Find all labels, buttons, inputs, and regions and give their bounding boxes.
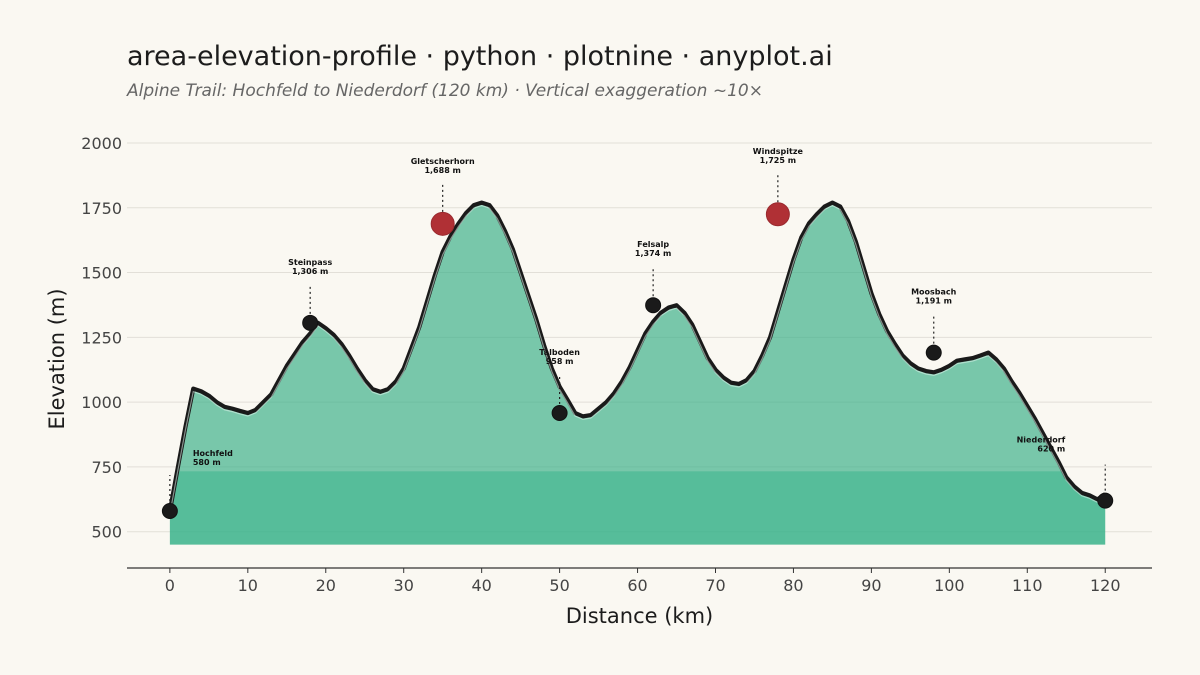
x-tick-label: 20 bbox=[316, 576, 336, 595]
landmark-elevation: 958 m bbox=[546, 357, 574, 366]
x-tick-label: 0 bbox=[165, 576, 175, 595]
x-axis-label: Distance (km) bbox=[566, 604, 714, 628]
y-tick-label: 1500 bbox=[81, 264, 122, 283]
landmark-name: Hochfeld bbox=[193, 449, 233, 458]
landmark-marker bbox=[551, 405, 568, 422]
x-tick-label: 80 bbox=[783, 576, 803, 595]
x-tick-label: 120 bbox=[1090, 576, 1121, 595]
landmark-marker bbox=[161, 502, 178, 519]
x-tick-label: 70 bbox=[705, 576, 725, 595]
y-tick-label: 750 bbox=[91, 458, 122, 477]
landmark-marker bbox=[925, 344, 942, 361]
landmark-elevation: 1,725 m bbox=[760, 156, 796, 165]
landmark-marker bbox=[645, 297, 662, 314]
y-tick-label: 500 bbox=[91, 523, 122, 542]
x-axis-ticks: 0 10 20 30 40 50 60 70 80 90 100 110 120 bbox=[165, 568, 1121, 595]
x-tick-label: 40 bbox=[471, 576, 491, 595]
landmark-elevation: 1,688 m bbox=[424, 166, 460, 175]
x-tick-label: 50 bbox=[549, 576, 569, 595]
x-tick-label: 100 bbox=[934, 576, 965, 595]
landmark-elevation: 1,191 m bbox=[916, 297, 952, 306]
landmark-name: Steinpass bbox=[288, 258, 332, 267]
x-tick-label: 30 bbox=[394, 576, 414, 595]
x-tick-label: 10 bbox=[238, 576, 258, 595]
x-tick-label: 60 bbox=[627, 576, 647, 595]
chart-subtitle: Alpine Trail: Hochfeld to Niederdorf (12… bbox=[127, 81, 763, 101]
elevation-line bbox=[167, 200, 1107, 512]
landmark-name: Windspitze bbox=[753, 147, 804, 156]
y-axis-label: Elevation (m) bbox=[45, 288, 69, 429]
landmark-elevation: 1,374 m bbox=[635, 249, 671, 258]
landmark-marker bbox=[1097, 492, 1114, 509]
landmark-name: Talboden bbox=[539, 348, 580, 357]
landmark-name: Moosbach bbox=[911, 288, 957, 297]
landmark-elevation: 620 m bbox=[1037, 445, 1065, 454]
x-tick-label: 90 bbox=[861, 576, 881, 595]
chart-title: area-elevation-profile · python · plotni… bbox=[127, 41, 833, 72]
summit-marker bbox=[430, 211, 455, 236]
landmark-marker bbox=[302, 314, 319, 331]
y-tick-label: 1000 bbox=[81, 393, 122, 412]
landmark-elevation: 1,306 m bbox=[292, 267, 328, 276]
y-tick-label: 1250 bbox=[81, 328, 122, 347]
landmark-name: Felsalp bbox=[637, 240, 669, 249]
y-tick-label: 1750 bbox=[81, 199, 122, 218]
elevation-base-band bbox=[169, 471, 1106, 545]
landmark-name: Gletscherhorn bbox=[411, 157, 475, 166]
landmark-name: Niederdorf bbox=[1017, 436, 1066, 445]
elevation-line-highlight bbox=[169, 204, 1106, 515]
elevation-area bbox=[169, 202, 1106, 545]
summit-marker bbox=[765, 202, 790, 227]
y-tick-label: 2000 bbox=[81, 134, 122, 153]
y-axis-ticks: 500 750 1000 1250 1500 1750 2000 bbox=[81, 134, 122, 542]
landmark-elevation: 580 m bbox=[193, 458, 221, 467]
x-tick-label: 110 bbox=[1012, 576, 1043, 595]
